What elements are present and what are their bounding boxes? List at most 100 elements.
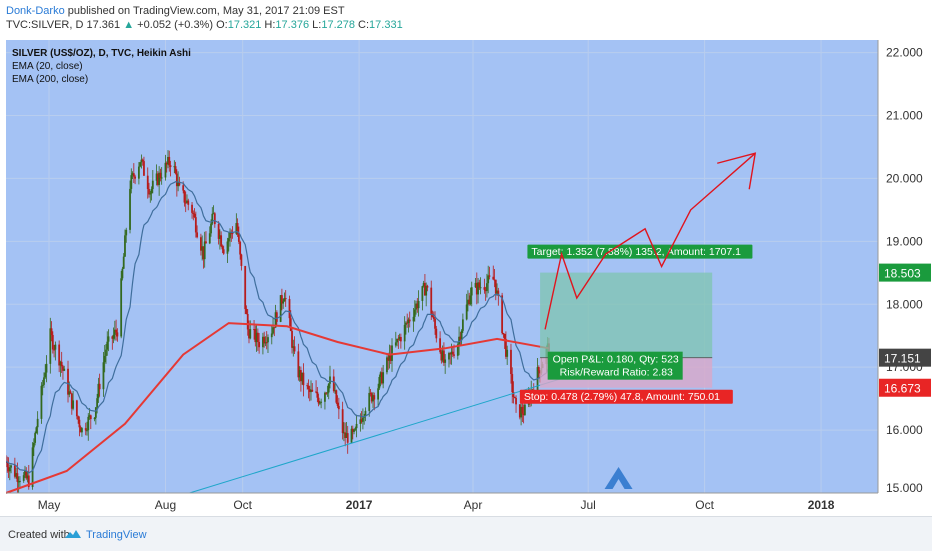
candle-body <box>293 346 296 352</box>
candle-body <box>334 390 336 392</box>
candle-body <box>297 351 300 378</box>
candle-body <box>15 473 18 477</box>
stop-price-tag: 16.673 <box>884 382 921 396</box>
candle-body <box>192 212 195 214</box>
close-value: 17.331 <box>369 19 403 31</box>
candle-body <box>148 188 150 195</box>
candle-body <box>380 372 383 384</box>
candle-body <box>403 324 406 342</box>
entry-price-tag: 17.151 <box>884 352 921 366</box>
candle-body <box>165 162 168 165</box>
ema20-line <box>6 180 550 474</box>
candle-body <box>77 416 80 420</box>
candle-body <box>205 241 207 244</box>
candle-body <box>221 246 224 250</box>
stop-label: Stop: 0.478 (2.79%) 47.8, Amount: 750.01 <box>524 391 720 403</box>
legend-ema200: EMA (200, close) <box>12 74 89 85</box>
candle-body <box>44 372 47 378</box>
candle-body <box>432 317 435 319</box>
candle-body <box>164 162 167 178</box>
candle-body <box>397 338 400 340</box>
low-value: 17.278 <box>321 19 355 31</box>
open-label: O: <box>216 19 228 31</box>
candle-body <box>450 351 453 355</box>
candle-body <box>396 338 398 343</box>
candle-body <box>442 350 445 363</box>
price-chart[interactable]: Target: 1.352 (7.88%) 135.2, Amount: 170… <box>6 40 932 516</box>
stop-price-tag-box <box>879 378 931 397</box>
candle-body <box>141 159 144 162</box>
candle-body <box>193 213 196 218</box>
x-tick-label: Jul <box>581 498 596 512</box>
candle-body <box>51 334 54 350</box>
candle-body <box>150 189 153 194</box>
candle-body <box>299 370 302 382</box>
candle-body <box>513 396 516 399</box>
tradingview-brand-link[interactable]: TradingView <box>86 529 147 541</box>
candle-body <box>200 237 202 251</box>
candle-body <box>406 322 409 324</box>
target-label: Target: 1.352 (7.88%) 135.2, Amount: 170… <box>531 246 741 258</box>
forecast-arrow <box>544 152 756 330</box>
high-label: H: <box>264 19 276 31</box>
candle-body <box>484 289 487 292</box>
candle-body <box>86 430 88 432</box>
candle-body <box>292 346 295 348</box>
candle-body <box>217 224 220 239</box>
candle-body <box>124 235 126 257</box>
candle-body <box>187 200 190 205</box>
candle-body <box>494 279 497 294</box>
candle-body <box>125 229 128 236</box>
candle-body <box>298 370 301 378</box>
candle-body <box>139 162 142 167</box>
candle-body <box>386 357 388 373</box>
candle-body <box>486 283 488 292</box>
candle-body <box>184 202 187 204</box>
y-tick-label: 21.000 <box>886 109 923 123</box>
candle-body <box>284 298 287 300</box>
candle-body <box>479 287 482 289</box>
candle-body <box>131 173 134 176</box>
candle-body <box>440 352 443 361</box>
candle-body <box>518 404 521 418</box>
candle-body <box>307 385 310 390</box>
candle-body <box>203 241 206 260</box>
candle-body <box>63 368 66 371</box>
candle-body <box>431 313 434 318</box>
candle-body <box>320 401 323 403</box>
target-label-box <box>527 244 753 259</box>
candle-body <box>318 402 321 404</box>
candle-body <box>151 180 154 190</box>
candle-body <box>106 341 109 350</box>
candle-body <box>310 389 312 393</box>
candle-body <box>265 342 268 344</box>
candle-body <box>213 213 216 225</box>
candle-body <box>370 393 373 402</box>
candle-body <box>120 278 123 337</box>
candle-body <box>332 376 335 392</box>
candle-body <box>505 338 507 357</box>
candle-body <box>255 332 258 343</box>
candle-body <box>394 342 397 346</box>
candle-body <box>146 175 149 189</box>
candle-body <box>391 345 393 361</box>
candle-body <box>382 372 385 384</box>
candle-body <box>156 173 159 185</box>
candle-body <box>62 366 64 371</box>
x-tick-label: Oct <box>233 498 252 512</box>
candle-body <box>112 334 115 339</box>
candle-body <box>98 383 101 390</box>
candle-body <box>81 428 83 433</box>
candle-body <box>448 353 450 360</box>
candle-body <box>8 467 11 472</box>
candle-body <box>337 405 340 410</box>
ema200-line <box>6 322 550 494</box>
candle-body <box>308 389 311 393</box>
pnl-label: Open P&L: 0.180, Qty: 523 <box>553 354 679 366</box>
candle-body <box>174 166 177 174</box>
candle-body <box>191 204 193 213</box>
candle-body <box>226 241 229 254</box>
y-tick-label: 15.000 <box>886 481 923 495</box>
author-link[interactable]: Donk-Darko <box>6 5 65 17</box>
candle-body <box>497 290 500 296</box>
